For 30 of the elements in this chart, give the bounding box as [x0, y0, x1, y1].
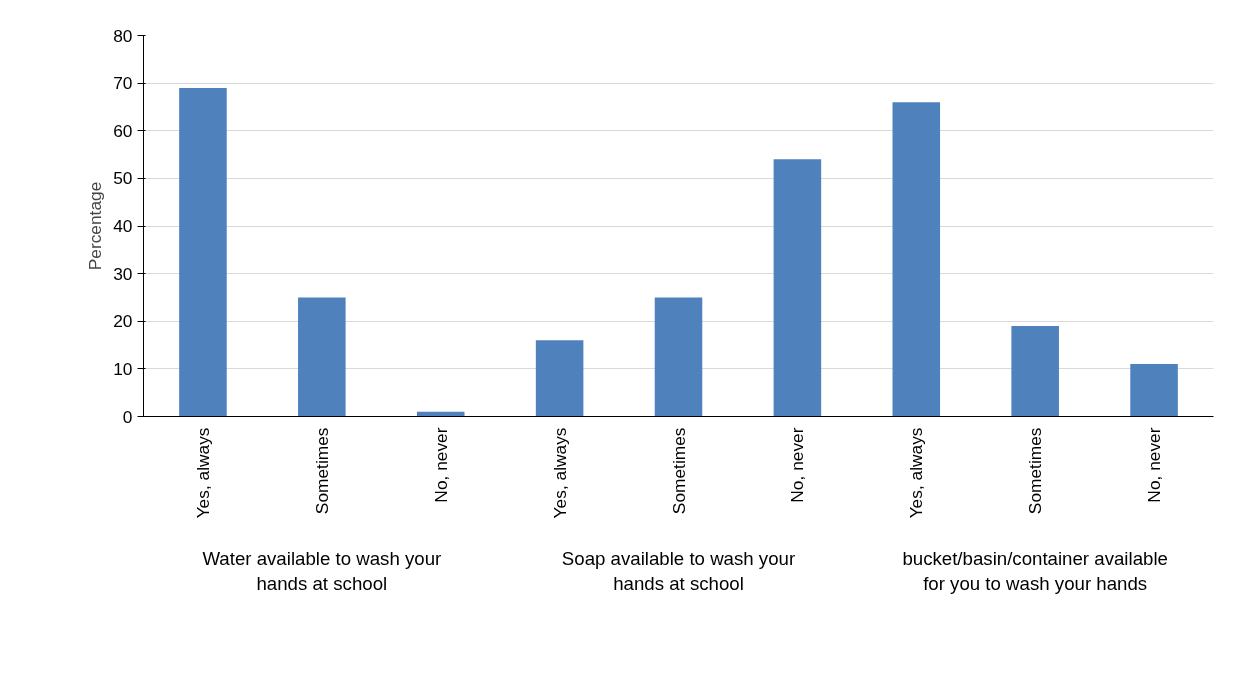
bar — [298, 297, 346, 417]
x-tick-label: Yes, always — [549, 427, 570, 519]
x-tick-label: Sometimes — [311, 427, 332, 515]
bar — [1130, 364, 1178, 417]
text: bucket/basin/container available for you to wash your hands — [902, 547, 1168, 594]
text: Water available to wash your hands at school — [202, 547, 442, 594]
x-tick-label: Yes, always — [906, 427, 927, 519]
bar — [773, 159, 822, 417]
y-tick-label: 20 — [113, 311, 133, 332]
y-tick-label: 60 — [113, 120, 133, 141]
x-tick-label: No, never — [787, 427, 808, 503]
y-tick-label: 50 — [113, 168, 133, 189]
y-tick-label: 40 — [113, 216, 133, 236]
x-tick-label: Sometimes — [1025, 427, 1046, 515]
x-tick-label: No, never — [1144, 427, 1165, 503]
bar — [654, 297, 703, 417]
bar — [1011, 326, 1059, 417]
x-tick-label: Sometimes — [668, 427, 689, 515]
y-tick-label: 30 — [113, 263, 133, 284]
bar — [892, 102, 941, 417]
y-tick-label: 80 — [113, 25, 133, 46]
text: Soap available to wash your hands at school — [561, 547, 796, 594]
y-axis-title: Percentage — [85, 181, 106, 271]
bar — [179, 87, 227, 417]
y-tick-label: 0 — [122, 406, 133, 427]
x-tick-label: Yes, always — [192, 427, 213, 519]
x-tick-label: No, never — [430, 427, 451, 503]
y-tick-label: 10 — [113, 358, 133, 379]
bar — [535, 340, 584, 417]
y-tick-label: 70 — [113, 73, 133, 94]
